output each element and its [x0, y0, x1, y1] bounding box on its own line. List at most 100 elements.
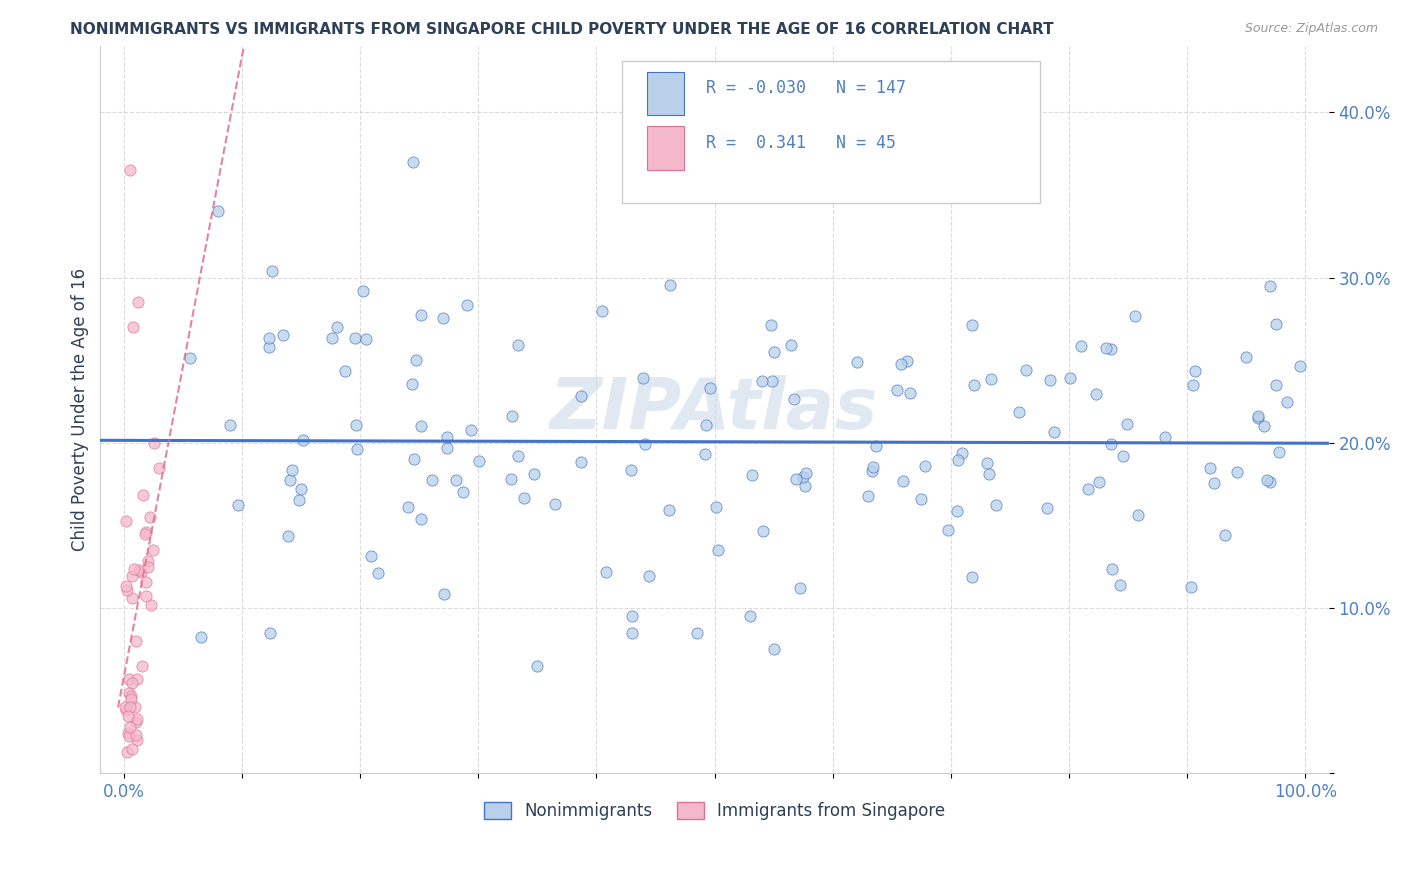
Point	[226, 498, 249, 512]
Point	[1115, 417, 1137, 431]
Point	[980, 372, 1002, 386]
Point	[120, 720, 142, 734]
Point	[886, 383, 908, 397]
Point	[367, 566, 389, 580]
Point	[360, 549, 382, 564]
Point	[794, 479, 817, 493]
Point	[1258, 278, 1281, 293]
Point	[132, 488, 155, 502]
Point	[136, 559, 159, 574]
Point	[792, 470, 814, 484]
Point	[117, 726, 139, 740]
Point	[783, 392, 806, 406]
Point	[751, 524, 773, 538]
Point	[695, 447, 717, 461]
Point	[620, 463, 643, 477]
Point	[1215, 528, 1237, 542]
Point	[637, 568, 659, 582]
Point	[405, 353, 427, 368]
Point	[291, 434, 314, 448]
Point	[936, 523, 959, 537]
Point	[1267, 445, 1289, 459]
Point	[460, 423, 482, 437]
Point	[1264, 378, 1286, 392]
Point	[945, 504, 967, 518]
Point	[352, 284, 374, 298]
Point	[1095, 341, 1118, 355]
Point	[1109, 578, 1132, 592]
Point	[127, 713, 149, 727]
Point	[976, 456, 998, 470]
Point	[219, 418, 242, 433]
Point	[436, 442, 458, 456]
Point	[115, 582, 138, 597]
Point	[115, 514, 138, 528]
Point	[1182, 378, 1205, 392]
Point	[260, 264, 283, 278]
Point	[135, 525, 157, 540]
Point	[121, 676, 143, 690]
Point	[1036, 500, 1059, 515]
Point	[118, 686, 141, 700]
Point	[121, 591, 143, 606]
Point	[125, 634, 148, 648]
Point	[1253, 419, 1275, 434]
Point	[456, 298, 478, 312]
Point	[432, 311, 454, 326]
Point	[1226, 465, 1249, 479]
Point	[346, 442, 368, 456]
Point	[1059, 370, 1081, 384]
Point	[124, 700, 146, 714]
Point	[569, 389, 592, 403]
Point	[1015, 362, 1038, 376]
Point	[704, 500, 727, 514]
Text: ZIPAtlas: ZIPAtlas	[550, 376, 879, 444]
Point	[591, 303, 613, 318]
Point	[658, 503, 681, 517]
Point	[117, 708, 139, 723]
Point	[1099, 437, 1122, 451]
Text: NONIMMIGRANTS VS IMMIGRANTS FROM SINGAPORE CHILD POVERTY UNDER THE AGE OF 16 COR: NONIMMIGRANTS VS IMMIGRANTS FROM SINGAPO…	[70, 22, 1054, 37]
Point	[501, 409, 523, 423]
Point	[1234, 351, 1257, 365]
Point	[114, 699, 136, 714]
Point	[436, 430, 458, 444]
Point	[325, 320, 347, 334]
Point	[1264, 318, 1286, 332]
Point	[118, 700, 141, 714]
Point	[846, 354, 869, 368]
Point	[402, 155, 425, 169]
Point	[125, 729, 148, 743]
Point	[409, 512, 432, 526]
Point	[402, 451, 425, 466]
Point	[129, 565, 152, 579]
Point	[1007, 405, 1029, 419]
Point	[128, 564, 150, 578]
Point	[984, 498, 1007, 512]
Point	[343, 331, 366, 345]
Point	[794, 466, 817, 480]
Point	[499, 472, 522, 486]
Point	[122, 562, 145, 576]
Point	[121, 741, 143, 756]
Text: R = -0.030   N = 147: R = -0.030 N = 147	[706, 79, 905, 97]
Point	[179, 351, 201, 365]
Point	[862, 459, 884, 474]
Point	[1199, 460, 1222, 475]
Y-axis label: Child Poverty Under the Age of 16: Child Poverty Under the Age of 16	[72, 268, 89, 551]
Point	[142, 542, 165, 557]
Point	[288, 493, 311, 508]
Point	[1247, 409, 1270, 423]
Point	[344, 417, 367, 432]
Point	[121, 568, 143, 582]
Point	[762, 642, 785, 657]
Point	[695, 418, 717, 433]
Point	[950, 446, 973, 460]
Point	[277, 529, 299, 543]
Point	[686, 626, 709, 640]
Point	[257, 340, 280, 354]
Point	[506, 337, 529, 351]
Point	[446, 473, 468, 487]
Point	[136, 554, 159, 568]
Point	[290, 482, 312, 496]
